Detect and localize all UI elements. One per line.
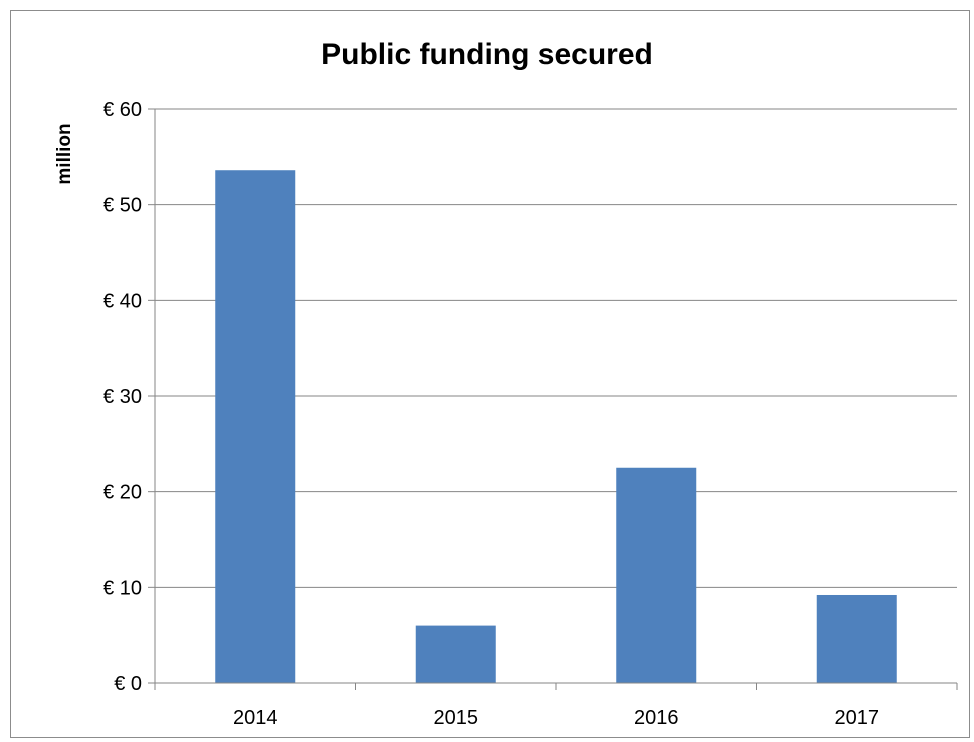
bar-2014	[215, 170, 296, 683]
x-tick-label: 2016	[634, 707, 679, 729]
bar-2017	[816, 594, 897, 683]
y-tick-label: € 10	[103, 577, 142, 599]
y-tick-label: € 0	[114, 673, 142, 695]
bar-2016	[616, 467, 697, 683]
y-tick-label: € 50	[103, 195, 142, 217]
chart-frame	[10, 10, 970, 738]
x-tick-labels: 2014 2015 2016 2017	[233, 707, 879, 729]
y-axis-label: million	[54, 123, 75, 184]
x-tick-label: 2014	[233, 707, 278, 729]
x-tick-label: 2017	[835, 707, 880, 729]
axes	[148, 108, 958, 690]
bars	[215, 170, 897, 683]
chart-title: Public funding secured	[321, 38, 653, 71]
bar-2015	[415, 625, 496, 683]
y-tick-label: € 60	[103, 99, 142, 121]
y-tick-label: € 20	[103, 482, 142, 504]
y-tick-labels: € 0 € 10 € 20 € 30 € 40 € 50 € 60	[103, 99, 142, 695]
x-tick-label: 2015	[434, 707, 479, 729]
y-tick-label: € 30	[103, 386, 142, 408]
y-tick-label: € 40	[103, 290, 142, 312]
